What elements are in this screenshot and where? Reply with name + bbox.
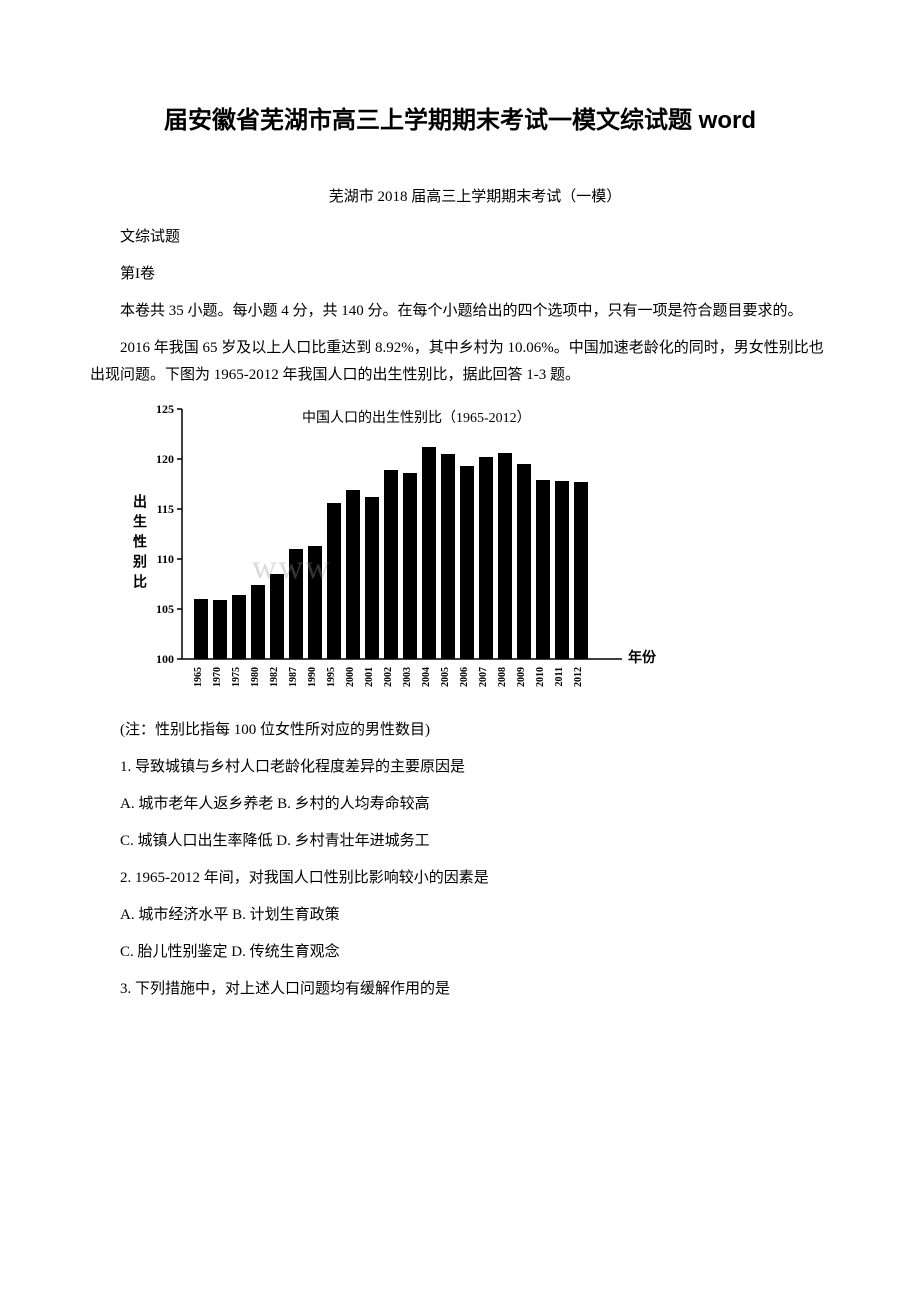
paragraph-3: 本卷共 35 小题。每小题 4 分，共 140 分。在每个小题给出的四个选项中，… [90, 298, 830, 325]
paragraph-4: 2016 年我国 65 岁及以上人口比重达到 8.92%，其中乡村为 10.06… [90, 335, 830, 389]
svg-text:2006: 2006 [459, 667, 470, 687]
svg-text:2011: 2011 [554, 667, 565, 686]
svg-text:1990: 1990 [307, 667, 318, 687]
svg-text:100: 100 [156, 652, 174, 666]
svg-text:1970: 1970 [212, 667, 223, 687]
question-2-cd: C. 胎儿性别鉴定 D. 传统生育观念 [90, 939, 830, 966]
svg-text:1995: 1995 [326, 667, 337, 687]
question-3: 3. 下列措施中，对上述人口问题均有缓解作用的是 [90, 976, 830, 1003]
svg-text:2007: 2007 [478, 667, 489, 687]
svg-text:1965: 1965 [193, 667, 204, 687]
question-1: 1. 导致城镇与乡村人口老龄化程度差异的主要原因是 [90, 754, 830, 781]
svg-text:1980: 1980 [250, 667, 261, 687]
svg-text:2001: 2001 [364, 667, 375, 687]
svg-text:2005: 2005 [440, 667, 451, 687]
svg-text:2004: 2004 [421, 667, 432, 687]
svg-text:125: 125 [156, 402, 174, 416]
paragraph-1: 文综试题 [90, 224, 830, 251]
svg-text:2010: 2010 [535, 667, 546, 687]
chart-x-label: 年份 [628, 647, 656, 667]
svg-text:1982: 1982 [269, 667, 280, 687]
svg-text:110: 110 [157, 552, 174, 566]
note: (注：性别比指每 100 位女性所对应的男性数目) [90, 717, 830, 744]
svg-text:1975: 1975 [231, 667, 242, 687]
subtitle: 芜湖市 2018 届高三上学期期末考试（一模） [90, 185, 830, 206]
svg-text:2000: 2000 [345, 667, 356, 687]
question-2-ab: A. 城市经济水平 B. 计划生育政策 [90, 902, 830, 929]
paragraph-2: 第I卷 [90, 261, 830, 288]
svg-text:2002: 2002 [383, 667, 394, 687]
svg-text:115: 115 [157, 502, 174, 516]
question-1-cd: C. 城镇人口出生率降低 D. 乡村青壮年进城务工 [90, 828, 830, 855]
doc-title: 届安徽省芜湖市高三上学期期末考试一模文综试题 word [90, 100, 830, 135]
chart-container: 中国人口的出生性别比（1965-2012） 出生性别比 年份 www 10010… [122, 399, 652, 709]
chart-title: 中国人口的出生性别比（1965-2012） [302, 407, 531, 427]
chart-svg: 100 105 110 115 120 125 1965 1970 1975 1980 1982 19… [122, 399, 652, 709]
svg-text:2012: 2012 [573, 667, 584, 687]
svg-text:1987: 1987 [288, 667, 299, 687]
question-2: 2. 1965-2012 年间，对我国人口性别比影响较小的因素是 [90, 865, 830, 892]
svg-text:105: 105 [156, 602, 174, 616]
question-1-ab: A. 城市老年人返乡养老 B. 乡村的人均寿命较高 [90, 791, 830, 818]
svg-text:2003: 2003 [402, 667, 413, 687]
svg-text:120: 120 [156, 452, 174, 466]
svg-text:2008: 2008 [497, 667, 508, 687]
chart-y-label: 出生性别比 [128, 494, 148, 594]
svg-text:2009: 2009 [516, 667, 527, 687]
